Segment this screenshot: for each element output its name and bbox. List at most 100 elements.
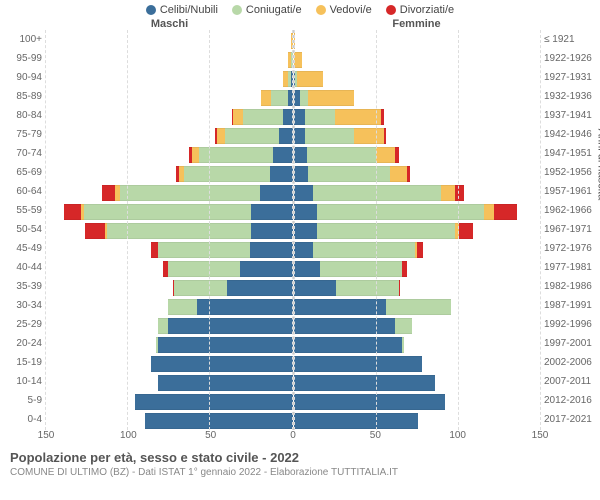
bar-segment <box>320 261 402 277</box>
y-axis-age-title: Fasce di età <box>0 146 2 206</box>
bar-segment <box>158 375 293 391</box>
header-male: Maschi <box>46 18 293 30</box>
bar-segment <box>294 147 307 163</box>
birth-label: 1922-1926 <box>544 54 600 64</box>
bar-row <box>46 242 293 256</box>
legend-label: Celibi/Nubili <box>160 4 218 16</box>
female-side <box>293 30 541 430</box>
bar-segment <box>354 128 384 144</box>
bar-segment <box>294 280 337 296</box>
bar-row <box>46 318 293 332</box>
bar-row <box>294 147 541 161</box>
age-label: 85-89 <box>0 92 42 102</box>
bar-segment <box>174 280 227 296</box>
age-label: 25-29 <box>0 320 42 330</box>
birth-label: 1982-1986 <box>544 282 600 292</box>
bar-segment <box>251 204 292 220</box>
bar-row <box>46 223 293 237</box>
age-label: 75-79 <box>0 130 42 140</box>
bar-row <box>294 318 541 332</box>
bar-segment <box>168 299 198 315</box>
bar-segment <box>307 147 376 163</box>
bar-segment <box>294 337 402 353</box>
bar-segment <box>64 204 80 220</box>
birth-label: 1962-1966 <box>544 206 600 216</box>
plot-area <box>46 30 540 430</box>
birth-label: 1957-1961 <box>544 187 600 197</box>
birth-label: 1942-1946 <box>544 130 600 140</box>
age-label: 95-99 <box>0 54 42 64</box>
age-label: 90-94 <box>0 73 42 83</box>
bar-row <box>294 33 541 47</box>
bar-row <box>46 261 293 275</box>
bar-segment <box>390 166 406 182</box>
bar-segment <box>260 185 293 201</box>
legend-item: Coniugati/e <box>232 4 302 16</box>
chart-title: Popolazione per età, sesso e stato civil… <box>10 450 590 465</box>
bar-segment <box>135 394 293 410</box>
bar-segment <box>417 242 424 258</box>
bar-row <box>46 356 293 370</box>
bar-segment <box>273 147 293 163</box>
bar-segment <box>168 261 240 277</box>
birth-label: 1997-2001 <box>544 339 600 349</box>
bar-segment <box>243 109 282 125</box>
birth-label: 1987-1991 <box>544 301 600 311</box>
bar-segment <box>305 109 335 125</box>
bar-row <box>294 394 541 408</box>
bar-segment <box>317 204 485 220</box>
bar-segment <box>313 185 441 201</box>
bar-row <box>46 33 293 47</box>
bar-segment <box>294 394 445 410</box>
x-tick: 150 <box>38 430 55 441</box>
bar-segment <box>294 109 306 125</box>
x-ticks: 15010050050100150 <box>46 430 540 444</box>
y-axis-birth-title: Anni di nascita <box>596 129 600 201</box>
age-label: 10-14 <box>0 377 42 387</box>
birth-label: 1932-1936 <box>544 92 600 102</box>
age-label: 5-9 <box>0 396 42 406</box>
bar-row <box>46 52 293 66</box>
bar-row <box>46 90 293 104</box>
bar-segment <box>386 299 452 315</box>
bar-row <box>294 185 541 199</box>
bar-segment <box>395 318 411 334</box>
bar-row <box>294 223 541 237</box>
age-label: 55-59 <box>0 206 42 216</box>
age-label: 80-84 <box>0 111 42 121</box>
bar-segment <box>145 413 293 429</box>
bar-segment <box>261 90 271 106</box>
bar-segment <box>184 166 269 182</box>
bar-segment <box>225 128 279 144</box>
bar-segment <box>317 223 455 239</box>
bar-segment <box>305 128 354 144</box>
legend-dot-icon <box>146 5 156 15</box>
bar-segment <box>294 318 396 334</box>
age-label: 45-49 <box>0 244 42 254</box>
birth-label: 2012-2016 <box>544 396 600 406</box>
birth-label: 2007-2011 <box>544 377 600 387</box>
bar-segment <box>381 109 384 125</box>
x-axis: 15010050050100150 <box>0 430 600 444</box>
bar-segment <box>308 90 354 106</box>
bar-segment <box>376 147 396 163</box>
bar-segment <box>455 185 465 201</box>
bar-segment <box>217 128 225 144</box>
age-label: 0-4 <box>0 415 42 425</box>
bar-row <box>294 109 541 123</box>
bar-segment <box>441 185 454 201</box>
age-label: 60-64 <box>0 187 42 197</box>
x-tick: 150 <box>532 430 549 441</box>
bar-segment <box>484 204 494 220</box>
age-label: 35-39 <box>0 282 42 292</box>
population-pyramid: Fasce di età 100+95-9990-9485-8980-8475-… <box>0 30 600 430</box>
birth-label: 2017-2021 <box>544 415 600 425</box>
bar-segment <box>250 242 293 258</box>
bar-segment <box>294 128 306 144</box>
bar-segment <box>120 185 260 201</box>
age-label: 40-44 <box>0 263 42 273</box>
bar-segment <box>313 242 415 258</box>
birth-label: 1952-1956 <box>544 168 600 178</box>
bar-row <box>46 166 293 180</box>
bar-segment <box>158 242 250 258</box>
